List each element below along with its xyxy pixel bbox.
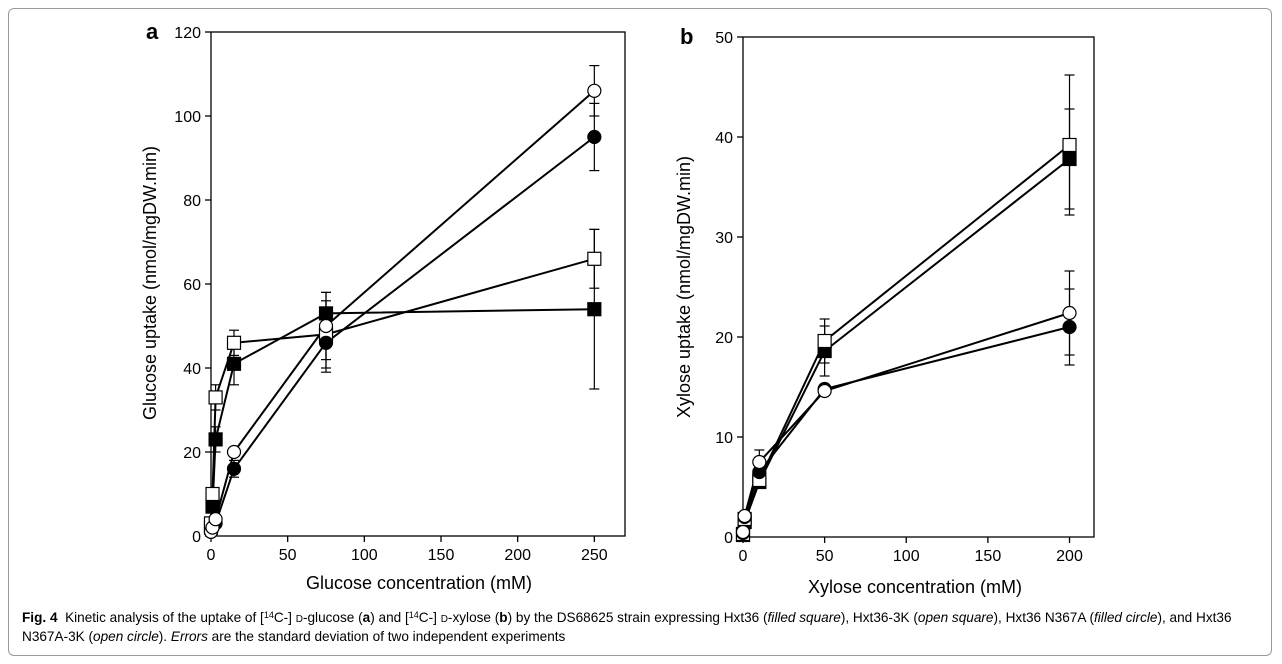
panel-a-data-point-filled-circle bbox=[587, 129, 602, 145]
caption-text: C-] bbox=[418, 610, 441, 625]
panel-b-y-axis-label: Xylose uptake (nmol/mgDW.min) bbox=[674, 156, 694, 418]
panel-a-x-tick-label: 100 bbox=[351, 547, 378, 564]
panel-b-series-line bbox=[742, 312, 1070, 533]
panel-a-y-tick-label: 20 bbox=[183, 445, 201, 462]
panel-a-data-point-open-square bbox=[205, 486, 220, 502]
panel-a-y-tick-label: 80 bbox=[183, 193, 201, 210]
caption-panel-ref: b bbox=[499, 610, 508, 625]
panel-a-data-point-open-circle bbox=[318, 318, 334, 334]
panel-b-x-tick-label: 100 bbox=[893, 548, 920, 565]
panel-b-series-line bbox=[742, 158, 1071, 536]
caption-italic: filled square bbox=[767, 610, 841, 625]
caption-italic: filled circle bbox=[1094, 610, 1158, 625]
panel-b-data-point-open-square bbox=[817, 333, 832, 349]
panel-b-x-tick-label: 150 bbox=[975, 548, 1002, 565]
caption-text: ) and [ bbox=[370, 610, 409, 625]
caption-text: are the standard deviation of two indepe… bbox=[207, 629, 566, 644]
caption-italic: Errors bbox=[170, 629, 208, 644]
panel-a-plot-frame bbox=[210, 31, 626, 537]
caption-text: ), Hxt36-3K ( bbox=[840, 610, 918, 625]
panel-b-letter: b bbox=[680, 24, 693, 49]
panel-b-data-point-open-circle bbox=[817, 383, 832, 399]
panel-b-y-tick-label: 0 bbox=[724, 530, 733, 547]
panel-a-data-point-open-circle bbox=[208, 512, 223, 527]
caption-text: Kinetic analysis of the uptake of [ bbox=[65, 610, 264, 625]
panel-b-x-axis-label: Xylose concentration (mM) bbox=[808, 577, 1022, 597]
panel-a-data-point-open-square bbox=[208, 390, 223, 405]
caption-sup: 14 bbox=[408, 610, 419, 620]
caption-text: C-] bbox=[273, 610, 296, 625]
panel-a: a 0 20 40 60 80 100 120 0 50 100 150 200 250 Glucose… bbox=[140, 19, 626, 593]
panel-b-x-tick-label: 0 bbox=[739, 548, 748, 565]
panel-a-series-line bbox=[210, 308, 595, 528]
panel-b-y-tick-label: 20 bbox=[715, 330, 733, 347]
panel-a-y-tick-label: 100 bbox=[174, 109, 201, 126]
panel-b-axes: 0 10 20 30 40 50 0 50 100 150 200 bbox=[715, 30, 1095, 565]
panel-b-y-tick-label: 30 bbox=[715, 230, 733, 247]
panel-a-data-point-filled-square bbox=[587, 302, 602, 317]
panel-a-data-point-open-circle bbox=[587, 83, 602, 98]
panel-b-data-point-open-circle bbox=[1062, 305, 1077, 321]
panel-b-y-tick-label: 40 bbox=[715, 130, 733, 147]
panel-a-x-tick-label: 200 bbox=[504, 547, 531, 564]
caption-d: d bbox=[440, 610, 448, 625]
caption-text: ), and Hxt36 N367A-3K ( bbox=[22, 610, 1232, 644]
caption-sup: 14 bbox=[263, 610, 274, 620]
panel-a-data-point-open-square bbox=[587, 251, 602, 266]
panel-a-letter: a bbox=[146, 19, 159, 44]
panel-a-data-point-filled-square bbox=[318, 306, 334, 321]
panel-a-series bbox=[203, 64, 602, 539]
panel-b-data-point-open-circle bbox=[737, 508, 752, 524]
panel-a-data-point-filled-square bbox=[226, 356, 242, 371]
panel-b-plot-frame bbox=[742, 36, 1095, 538]
panel-b-data-point-filled-square bbox=[1062, 151, 1077, 167]
caption-text: -glucose ( bbox=[302, 610, 363, 625]
panel-a-y-tick-label: 0 bbox=[192, 529, 201, 546]
caption-text: ), Hxt36 N367A ( bbox=[993, 610, 1095, 625]
panel-b-x-tick-label: 50 bbox=[816, 548, 834, 565]
panel-a-data-point-filled-square bbox=[208, 432, 223, 447]
caption-italic: open circle bbox=[93, 629, 159, 644]
panel-a-data-point-filled-circle bbox=[318, 335, 334, 350]
caption-text: ) by the DS68625 strain expressing Hxt36… bbox=[507, 610, 768, 625]
panel-a-axes: 0 20 40 60 80 100 120 0 50 100 150 200 250 bbox=[174, 25, 626, 564]
panel-a-x-tick-label: 50 bbox=[279, 547, 297, 564]
caption-text: -xylose ( bbox=[447, 610, 500, 625]
panel-a-series-line bbox=[210, 136, 595, 533]
caption-panel-ref: a bbox=[362, 610, 371, 625]
panel-a-x-axis-label: Glucose concentration (mM) bbox=[306, 573, 532, 593]
panel-a-x-tick-label: 250 bbox=[581, 547, 608, 564]
panel-a-series-line bbox=[210, 257, 595, 524]
caption-text: ). bbox=[158, 629, 171, 644]
caption-fig-label: Fig. 4 bbox=[22, 610, 58, 625]
panel-b-data-point-filled-circle bbox=[1062, 319, 1077, 335]
panel-a-y-tick-label: 120 bbox=[174, 25, 201, 42]
panel-a-x-tick-label: 0 bbox=[207, 547, 216, 564]
panel-a-y-tick-label: 40 bbox=[183, 361, 201, 378]
panel-b-y-tick-label: 10 bbox=[715, 430, 733, 447]
figure-frame bbox=[8, 8, 1272, 656]
panel-a-y-axis-label: Glucose uptake (nmol/mgDW.min) bbox=[140, 146, 160, 420]
panel-a-data-point-open-circle bbox=[226, 444, 242, 460]
panel-a-data-point-filled-square bbox=[205, 499, 220, 514]
caption-d: d bbox=[295, 610, 303, 625]
panel-b-x-tick-label: 200 bbox=[1056, 548, 1083, 565]
panel-b-y-tick-label: 50 bbox=[715, 30, 733, 47]
panel-b-data-point-open-square bbox=[1062, 137, 1077, 153]
panel-a-y-tick-label: 60 bbox=[183, 277, 201, 294]
panel-b-data-point-open-circle bbox=[752, 454, 767, 470]
figure-caption: Fig. 4 Kinetic analysis of the uptake of… bbox=[22, 608, 1258, 646]
panel-b: b 0 10 20 30 40 50 0 50 100 150 200 Xylose concent… bbox=[674, 24, 1095, 597]
panel-b-series-line bbox=[742, 326, 1070, 534]
panel-b-series bbox=[735, 74, 1077, 543]
panel-b-data-point-open-circle bbox=[735, 524, 751, 540]
panel-a-data-point-open-square bbox=[226, 335, 242, 350]
panel-a-x-tick-label: 150 bbox=[428, 547, 455, 564]
panel-a-data-point-filled-circle bbox=[226, 461, 242, 476]
caption-italic: open square bbox=[917, 610, 994, 625]
